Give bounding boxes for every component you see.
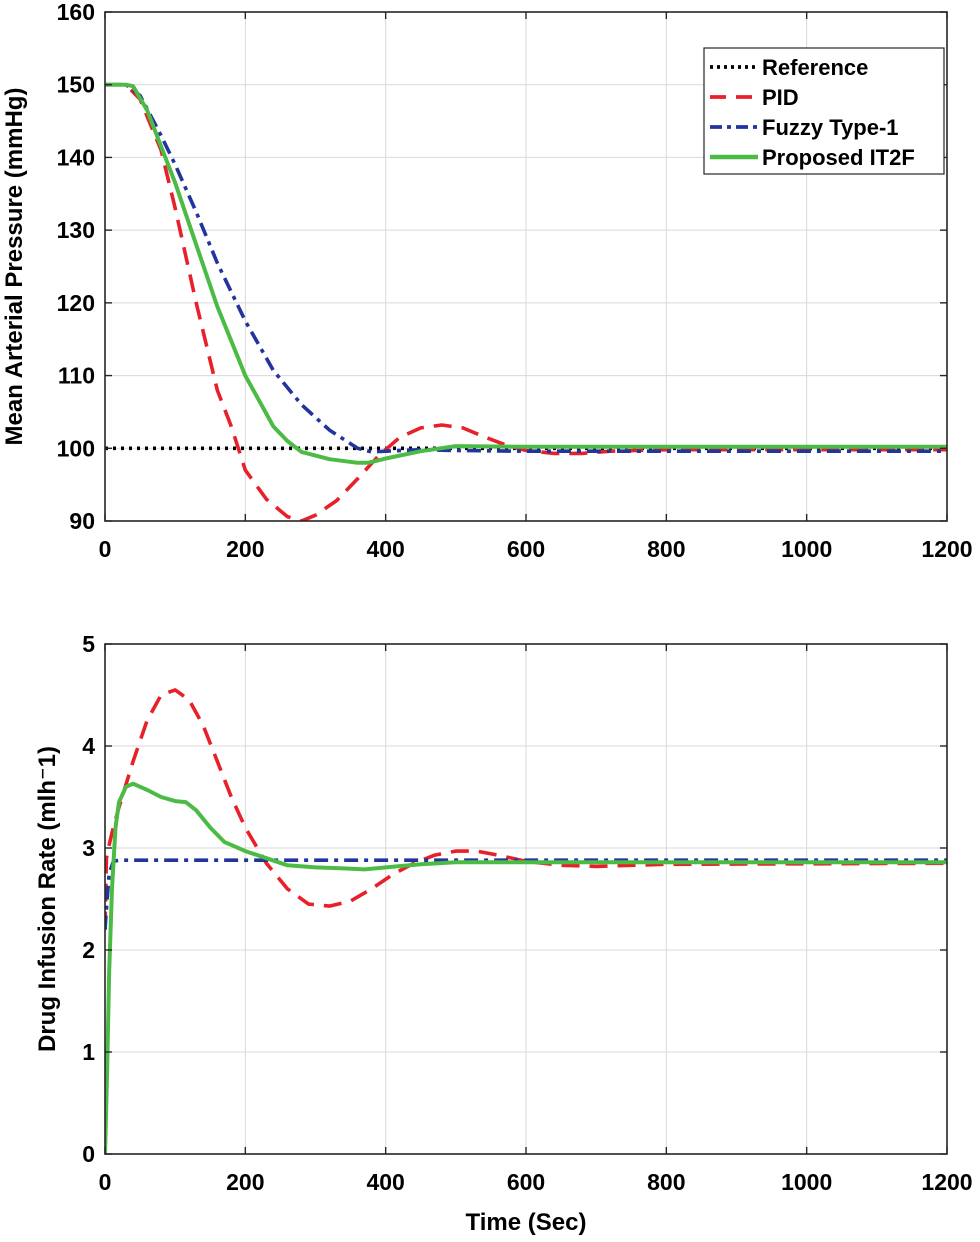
series-proposed-it2f-line (105, 781, 947, 1154)
series-pid-line (105, 82, 947, 521)
x-tick-label: 400 (366, 536, 404, 562)
legend: Reference PID Fuzzy Type-1 Proposed IT2F (703, 47, 945, 175)
y-tick-label: 90 (69, 508, 95, 534)
y-tick-label: 5 (82, 631, 95, 657)
legend-label: Fuzzy Type-1 (762, 115, 899, 140)
x-tick-label: 800 (647, 1169, 685, 1195)
y-tick-label: 150 (57, 72, 95, 98)
x-tick-label: 600 (507, 536, 545, 562)
x-tick-label: 1200 (921, 1169, 972, 1195)
y-tick-label: 100 (57, 435, 95, 461)
y-tick-label: 2 (82, 937, 95, 963)
series-group (105, 688, 947, 1154)
y-tick-label: 120 (57, 290, 95, 316)
legend-label: Reference (762, 55, 868, 80)
y-tick-label: 140 (57, 144, 95, 170)
y-tick-label: 0 (82, 1141, 95, 1167)
x-tick-label: 200 (226, 1169, 264, 1195)
x-tick-label: 1000 (781, 1169, 832, 1195)
y-tick-label: 160 (57, 0, 95, 25)
x-tick-label: 200 (226, 536, 264, 562)
y-tick-label: 3 (82, 835, 95, 861)
x-tick-label: 1000 (781, 536, 832, 562)
y-tick-label: 110 (58, 363, 95, 389)
x-axis-label: Time (Sec) (466, 1209, 587, 1236)
y-tick-label: 1 (82, 1039, 95, 1065)
x-tick-label: 800 (647, 536, 685, 562)
y-axis-label: Drug Infusion Rate (mlh⁻1) (34, 746, 61, 1052)
infusion-chart: 0 200 400 600 800 1000 1200 0 1 2 3 4 5 Drug Infusion… (34, 631, 973, 1236)
x-tick-label: 400 (366, 1169, 404, 1195)
series-group (105, 82, 947, 521)
legend-box (703, 47, 945, 175)
series-fuzzy-type-1-line (105, 82, 947, 454)
series-pid-line (105, 688, 947, 930)
series-proposed-it2f-line (105, 82, 947, 465)
legend-label: PID (762, 85, 799, 110)
x-tick-label: 600 (507, 1169, 545, 1195)
legend-label: Proposed IT2F (762, 145, 915, 170)
x-tick-label: 1200 (921, 536, 972, 562)
x-tick-label: 0 (99, 1169, 112, 1195)
y-axis-label: Mean Arterial Pressure (mmHg) (1, 88, 28, 446)
pressure-chart: 0 200 400 600 800 1000 1200 90 100 110 120 130 140 15… (1, 0, 973, 562)
x-tick-label: 0 (99, 536, 112, 562)
y-tick-label: 4 (82, 733, 95, 759)
y-tick-label: 130 (57, 217, 95, 243)
